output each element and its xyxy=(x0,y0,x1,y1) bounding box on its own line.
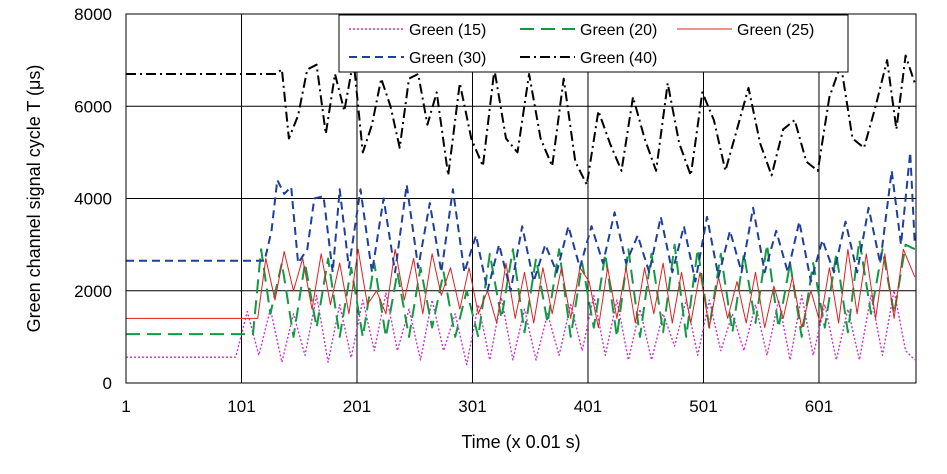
series-line-green-15 xyxy=(126,290,916,366)
legend: Green (15) Green (20) Green (25) Green (30)… xyxy=(338,14,849,73)
tick-labels: 1 101 201 301 401 501 601 0 2000 4000 6000 8000 xyxy=(74,5,833,416)
x-tick-label: 1 xyxy=(121,397,130,416)
series-lines xyxy=(126,54,916,366)
legend-box xyxy=(338,14,849,73)
series-line-green-40 xyxy=(126,54,916,186)
x-tick-label: 101 xyxy=(227,397,255,416)
plot-area-frame xyxy=(125,13,917,384)
x-tick-label: 301 xyxy=(458,397,486,416)
y-tick-label: 2000 xyxy=(74,282,112,301)
x-axis-title: Time (x 0.01 s) xyxy=(461,432,580,452)
x-tick-label: 501 xyxy=(689,397,717,416)
y-tick-label: 4000 xyxy=(74,190,112,209)
legend-label: Green (20) xyxy=(580,22,657,39)
x-tick-label: 201 xyxy=(343,397,371,416)
legend-label: Green (15) xyxy=(409,22,486,39)
y-tick-label: 0 xyxy=(103,374,112,393)
legend-label: Green (40) xyxy=(580,50,657,67)
y-tick-label: 6000 xyxy=(74,97,112,116)
y-axis-title: Green channel signal cycle T (μs) xyxy=(24,65,44,333)
x-tick-label: 401 xyxy=(574,397,602,416)
series-line-green-20 xyxy=(126,239,916,338)
x-tick-label: 601 xyxy=(805,397,833,416)
legend-label: Green (30) xyxy=(409,50,486,67)
y-tick-label: 8000 xyxy=(74,5,112,24)
legend-label: Green (25) xyxy=(737,22,814,39)
